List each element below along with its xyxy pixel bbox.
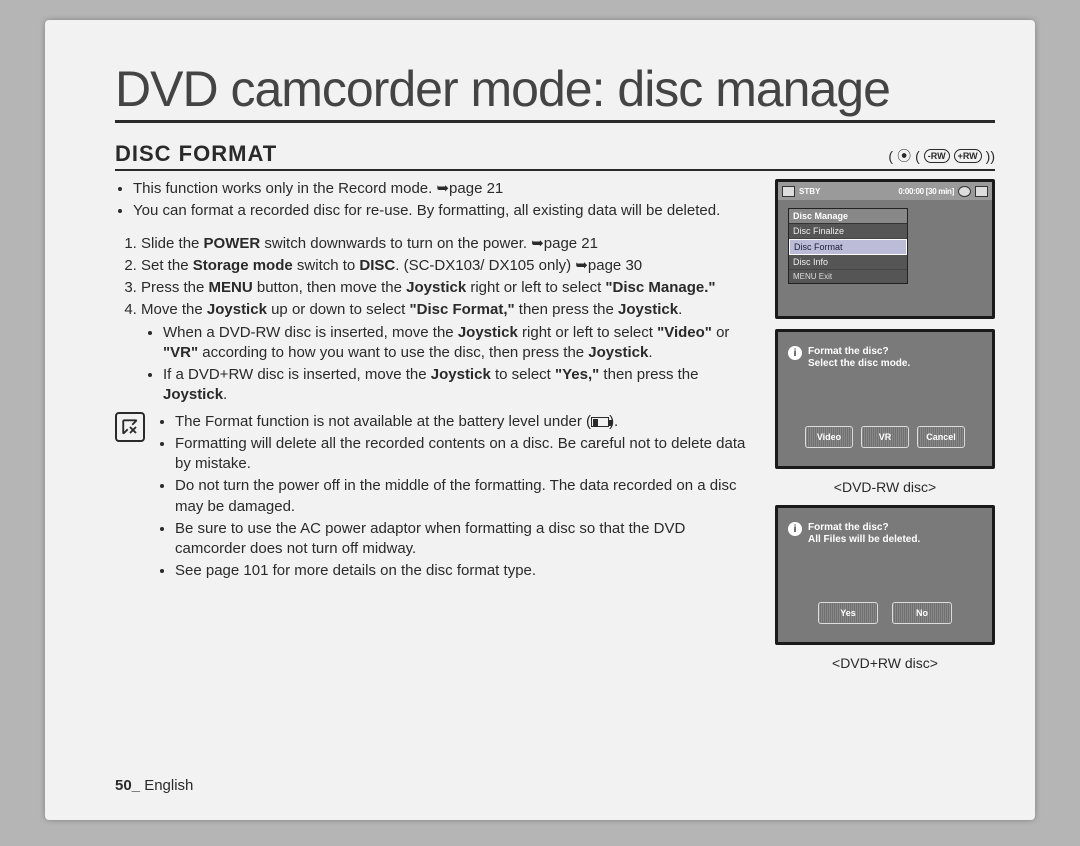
screen-topbar: STBY 0:00:00 [30 min] — [778, 182, 992, 200]
menu-panel: Disc Manage Disc Finalize Disc Format Di… — [788, 208, 908, 284]
badge-plus-rw: +RW — [954, 149, 982, 163]
step: Set the Storage mode switch to DISC. (SC… — [141, 256, 757, 276]
note-item: Formatting will delete all the recorded … — [175, 434, 757, 475]
menu-item-selected: Disc Format — [789, 239, 907, 255]
note-list: The Format function is not available at … — [155, 412, 757, 584]
screen-dvd-rw: i Format the disc? Select the disc mode.… — [775, 329, 995, 469]
camera-icon: ⦿ — [897, 146, 911, 166]
menu-header: Disc Manage — [789, 209, 907, 224]
page-footer: 50_ English — [115, 777, 193, 794]
menu-footer: MENU Exit — [789, 270, 907, 283]
stby-label: STBY — [799, 187, 820, 196]
note-item: Do not turn the power off in the middle … — [175, 476, 757, 517]
mode-badges: ( ⦿ ( -RW +RW )) — [888, 146, 995, 166]
step: Move the Joystick up or down to select "… — [141, 300, 757, 405]
manual-page: DVD camcorder mode: disc manage DISC FOR… — [45, 20, 1035, 820]
topbar-icon — [975, 186, 988, 197]
screen-dvd-plus-rw: i Format the disc? All Files will be del… — [775, 505, 995, 645]
substep: If a DVD+RW disc is inserted, move the J… — [163, 365, 757, 406]
screen-menu: STBY 0:00:00 [30 min] Disc Manage Disc F… — [775, 179, 995, 319]
note-icon — [115, 412, 145, 442]
intro-item: You can format a recorded disc for re-us… — [133, 201, 757, 221]
note-block: The Format function is not available at … — [115, 412, 757, 584]
topbar-icon — [958, 186, 971, 197]
step: Slide the POWER switch downwards to turn… — [141, 234, 757, 254]
section-title: DISC FORMAT — [115, 141, 277, 167]
time-remaining: 0:00:00 [30 min] — [898, 187, 954, 196]
intro-list: This function works only in the Record m… — [115, 179, 757, 222]
menu-item: Disc Info — [789, 255, 907, 270]
intro-item: This function works only in the Record m… — [133, 179, 757, 199]
substep: When a DVD-RW disc is inserted, move the… — [163, 323, 757, 364]
dialog-text: Format the disc? Select the disc mode. — [808, 346, 910, 370]
dialog-button-cancel: Cancel — [917, 426, 965, 448]
caption-dvd-plus-rw: <DVD+RW disc> — [775, 655, 995, 671]
page-language: English — [140, 777, 193, 794]
content: This function works only in the Record m… — [115, 179, 995, 671]
dialog-button-no: No — [892, 602, 952, 624]
steps-list: Slide the POWER switch downwards to turn… — [115, 234, 757, 406]
dialog-buttons: Yes No — [778, 602, 992, 624]
info-icon: i — [788, 522, 802, 536]
section-header: DISC FORMAT ( ⦿ ( -RW +RW )) — [115, 141, 995, 171]
page-number: 50_ — [115, 777, 140, 794]
side-column: STBY 0:00:00 [30 min] Disc Manage Disc F… — [775, 179, 995, 671]
battery-icon — [591, 417, 609, 427]
dialog-text: Format the disc? All Files will be delet… — [808, 522, 920, 546]
step: Press the MENU button, then move the Joy… — [141, 278, 757, 298]
badge-minus-rw: -RW — [924, 149, 950, 163]
dialog-info: i Format the disc? All Files will be del… — [788, 522, 920, 546]
note-item: The Format function is not available at … — [175, 412, 757, 432]
text-column: This function works only in the Record m… — [115, 179, 757, 671]
substeps: When a DVD-RW disc is inserted, move the… — [141, 323, 757, 406]
dialog-button-vr: VR — [861, 426, 909, 448]
dialog-button-yes: Yes — [818, 602, 878, 624]
dialog-button-video: Video — [805, 426, 853, 448]
note-item: Be sure to use the AC power adaptor when… — [175, 519, 757, 560]
menu-item: Disc Finalize — [789, 224, 907, 239]
note-item: See page 101 for more details on the dis… — [175, 561, 757, 581]
topbar-icon — [782, 186, 795, 197]
chapter-title: DVD camcorder mode: disc manage — [115, 60, 995, 123]
dialog-info: i Format the disc? Select the disc mode. — [788, 346, 910, 370]
caption-dvd-rw: <DVD-RW disc> — [775, 479, 995, 495]
dialog-buttons: Video VR Cancel — [778, 426, 992, 448]
info-icon: i — [788, 346, 802, 360]
